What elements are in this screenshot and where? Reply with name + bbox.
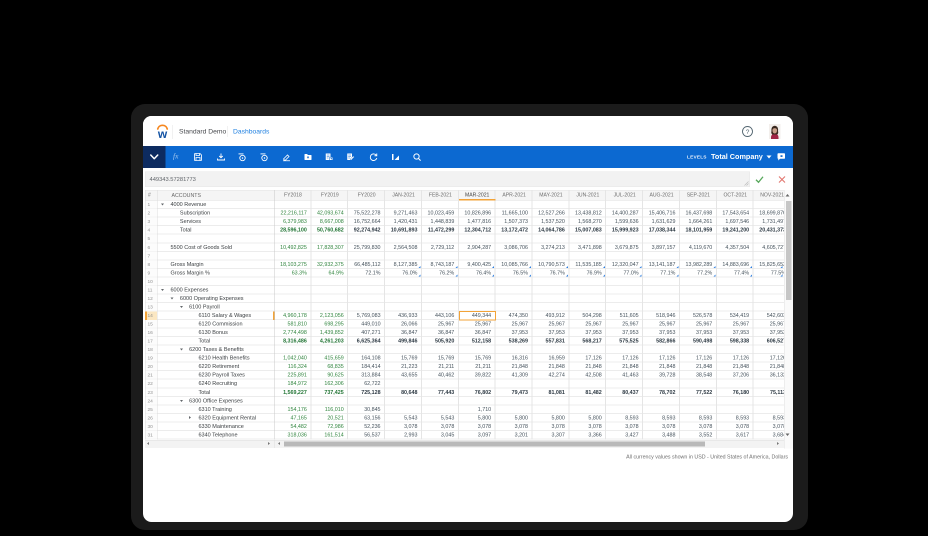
- svg-text:?: ?: [746, 129, 750, 136]
- svg-text:w: w: [157, 127, 168, 140]
